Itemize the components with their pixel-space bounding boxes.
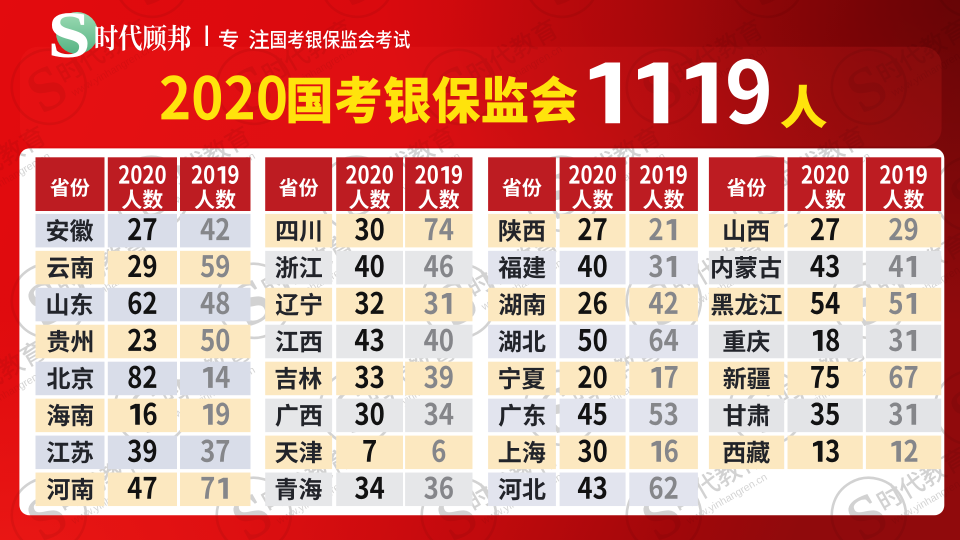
svg-text:S: S	[48, 0, 91, 72]
